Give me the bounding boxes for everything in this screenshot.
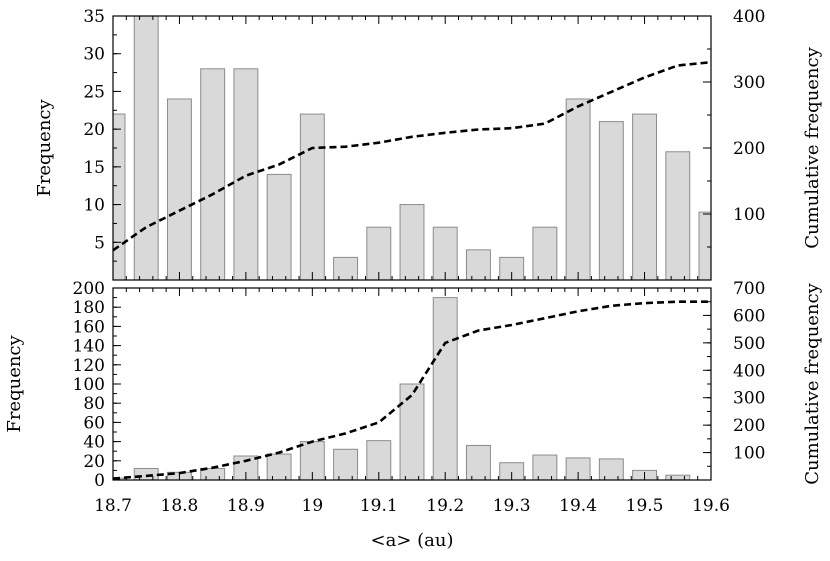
cumulative-frequency-line: [113, 300, 711, 480]
y2-tick-label: 200: [733, 416, 765, 436]
histogram-bar: [399, 383, 425, 480]
histogram-bar: [266, 173, 292, 280]
y-tick-label: 10: [83, 196, 105, 216]
y-tick-label: 80: [83, 394, 105, 414]
histogram-bar: [200, 68, 226, 280]
y-tick-label: 40: [83, 433, 105, 453]
histogram-bar: [166, 98, 192, 280]
y2-tick-label: 300: [733, 73, 765, 93]
histogram-bar: [333, 256, 359, 280]
y2-tick-label: 600: [733, 306, 765, 326]
y-tick-label: 25: [83, 82, 105, 102]
histogram-bar: [565, 98, 591, 280]
x-tick-label: 19.1: [360, 496, 398, 516]
histogram-bar: [133, 16, 159, 280]
y-axis-title: Frequency: [34, 98, 55, 196]
cumulative-frequency-line: [113, 60, 711, 252]
y-tick-label: 140: [73, 337, 105, 357]
y2-tick-label: 700: [733, 279, 765, 299]
x-tick-label: 19.6: [692, 496, 730, 516]
y2-tick-label: 500: [733, 334, 765, 354]
x-tick-label: 19.3: [493, 496, 531, 516]
y-tick-label: 100: [73, 375, 105, 395]
x-tick-label: 19.2: [426, 496, 464, 516]
histogram-bar: [532, 454, 558, 480]
histogram-bar: [499, 462, 525, 480]
y-tick-label: 0: [94, 471, 105, 491]
histogram-bar: [233, 68, 259, 280]
histogram-bar: [665, 474, 691, 480]
y2-tick-label: 400: [733, 361, 765, 381]
histogram-bar: [465, 444, 491, 480]
histogram-bar: [532, 226, 558, 280]
y-tick-label: 20: [83, 452, 105, 472]
x-axis-title: <a> (au): [371, 530, 454, 551]
y2-tick-label: 300: [733, 389, 765, 409]
y-tick-label: 5: [94, 233, 105, 253]
y2-tick-label: 100: [733, 444, 765, 464]
y-tick-label: 15: [83, 158, 105, 178]
histogram-bar: [598, 458, 624, 480]
top-panel: 5 10 15 20 25 30 35 100 200 300 400 Frequency Cumula…: [34, 7, 823, 281]
histogram-bar: [632, 113, 658, 280]
bars: [113, 297, 691, 480]
y2-axis-title: Cumulative frequency: [802, 46, 823, 248]
histogram-bar: [665, 151, 691, 280]
y-tick-label: 20: [83, 120, 105, 140]
y2-tick-label: 100: [733, 205, 765, 225]
y-tick-label: 35: [83, 7, 105, 27]
x-tick-label: 18.9: [227, 496, 265, 516]
histogram-bar: [233, 455, 259, 480]
histogram-bar: [499, 256, 525, 280]
y-tick-label: 200: [73, 279, 105, 299]
histogram-bar: [465, 249, 491, 280]
y-tick-label: 180: [73, 298, 105, 318]
bars: [113, 16, 711, 280]
histogram-bar: [399, 204, 425, 280]
bottom-panel: 0204060801001201401601802001002003004005…: [4, 279, 823, 516]
histogram-bar: [333, 448, 359, 480]
histogram-bar: [366, 440, 392, 480]
x-tick-label: 19.4: [559, 496, 597, 516]
y-tick-label: 30: [83, 45, 105, 65]
y2-axis-title: Cumulative frequency: [802, 282, 823, 484]
histogram-bar: [598, 121, 624, 280]
y2-tick-label: 400: [733, 7, 765, 27]
histogram-bar: [432, 297, 458, 480]
x-tick-label: 19.5: [626, 496, 664, 516]
x-tick-label: 18.7: [94, 496, 132, 516]
y2-tick-label: 200: [733, 139, 765, 159]
y-tick-label: 160: [73, 317, 105, 337]
x-tick-label: 19: [302, 496, 324, 516]
x-tick-label: 18.8: [161, 496, 199, 516]
y-axis-title: Frequency: [4, 334, 25, 432]
histogram-bar: [266, 453, 292, 480]
histogram-bar: [565, 457, 591, 480]
histogram-bar: [299, 113, 325, 280]
histogram-bar: [133, 467, 159, 480]
y-tick-label: 60: [83, 413, 105, 433]
y-tick-label: 120: [73, 356, 105, 376]
